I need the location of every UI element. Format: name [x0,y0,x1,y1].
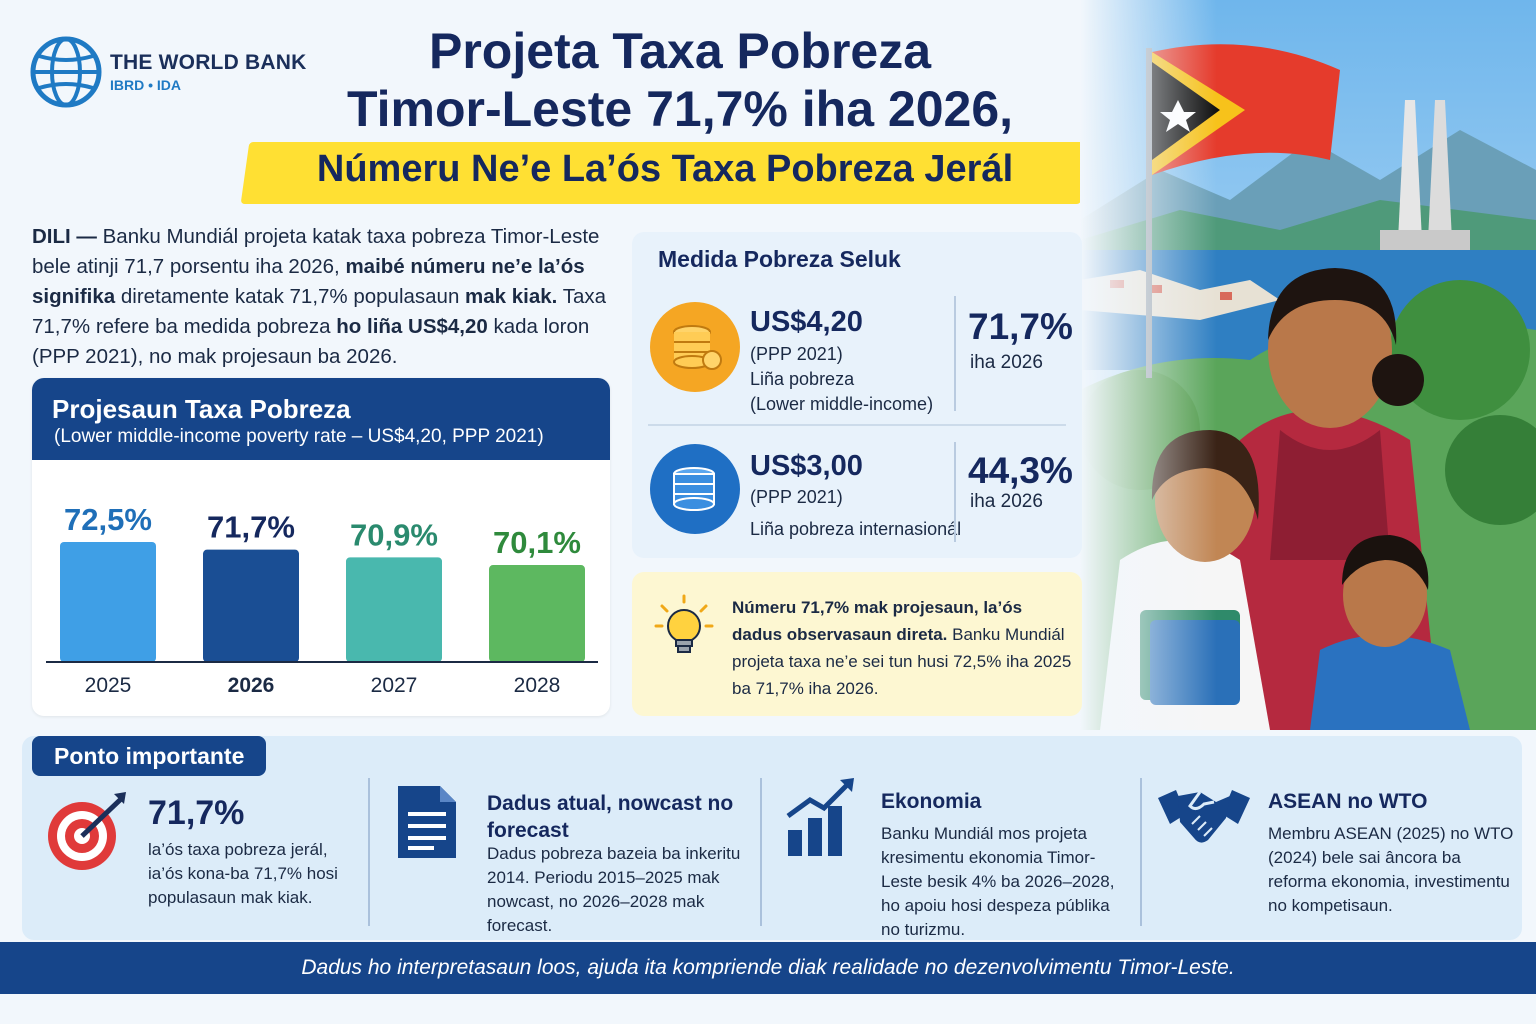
handshake-icon [1158,790,1250,843]
poverty-projection-chart-card: Projesaun Taxa Pobreza (Lower middle-inc… [32,378,610,716]
other-measures-card: Medida Pobreza Seluk US$4,20 (PPP 2021) … [632,232,1082,558]
note-body: Banku Mundiál projeta taxa ne’e sei tun … [732,625,1072,698]
growth-chart-icon [786,778,854,856]
world-bank-logo: THE WORLD BANK IBRD • IDA [30,36,306,108]
tick-label-2028: 2028 [514,674,561,697]
measure-1-label: Liña pobreza [750,369,855,389]
data-label-2027: 70,9% [350,517,438,552]
measure-1-pct: 71,7% [968,306,1073,347]
intro-dateline: DILI — [32,225,97,248]
page-title: Projeta Taxa Pobreza Timor-Leste 71,7% i… [300,22,1060,138]
key-points-label: Ponto importante [32,736,267,776]
footer-bar [0,942,1536,994]
measure-2-year: iha 2026 [970,491,1043,512]
divider [760,778,762,926]
measure-1-ppp: (PPP 2021) [750,344,843,364]
title-line-2: Timor-Leste 71,7% iha 2026, [346,81,1014,137]
chart-header: Projesaun Taxa Pobreza (Lower middle-inc… [32,378,610,460]
title-line-1: Projeta Taxa Pobreza [428,23,932,79]
globe-icon [30,36,102,108]
coins-stack-icon [650,444,740,534]
timor-leste-scene-illustration [1080,0,1536,730]
bar-2025 [60,542,156,662]
data-label-2025: 72,5% [64,502,152,537]
data-label-2026: 71,7% [207,510,295,545]
measure-1-year: iha 2026 [970,352,1043,373]
measure-2-price: US$3,00 [750,450,863,482]
tick-label-2025: 2025 [85,674,132,697]
note-text: Númeru 71,7% mak projesaun, la’ós dadus … [732,594,1072,702]
note-bold: Númeru 71,7% mak projesaun, la’ós dadus … [732,598,1023,644]
key-2-text: Dadus pobreza bazeia ba inkeritu 2014. P… [487,844,741,935]
divider [954,442,956,542]
intro-bold-2: mak kiak. [465,285,558,308]
target-icon [48,792,126,870]
key-1-text: la’ós taxa pobreza jerál, ia’ós kona-ba … [148,840,338,907]
footer-text: Dadus ho interpretasaun loos, ajuda ita … [301,956,1235,979]
key-3-head: Ekonomia [881,790,982,813]
measure-2-pct: 44,3% [968,450,1073,491]
tick-label-2027: 2027 [371,674,418,697]
data-label-2028: 70,1% [493,525,581,560]
key-4-head: ASEAN no WTO [1268,790,1428,813]
coins-stack-icon [650,302,740,392]
divider [648,424,1066,426]
key-1-head: 71,7% [148,794,245,832]
bar-2026 [203,549,299,662]
bar-2028 [489,565,585,662]
key-points-panel [22,736,1522,940]
intro-bold-3: ho liña US$4,20 [336,315,488,338]
intro-text-2: diretamente katak 71,7% populasaun [115,285,466,308]
page-subtitle: Númeru Ne’e La’ós Taxa Pobreza Jerál [316,148,1014,190]
projection-note: Númeru 71,7% mak projesaun, la’ós dadus … [632,572,1082,716]
measure-1-price: US$4,20 [750,306,863,338]
chart-title: Projesaun Taxa Pobreza [52,394,351,424]
intro-bold-1: maibé númeru ne’e la’ós signifika [32,255,585,308]
logo-sub: IBRD • IDA [110,77,182,93]
key-3-text: Banku Mundiál mos projeta kresimentu eko… [881,824,1115,939]
chart-subtitle: (Lower middle-income poverty rate – US$4… [54,426,544,447]
divider [954,296,956,411]
measure-2-label: Liña pobreza internasionál [750,519,962,539]
measure-2-ppp: (PPP 2021) [750,487,843,507]
divider [368,778,370,926]
document-icon [398,786,456,858]
lightbulb-icon [654,594,714,653]
tick-label-2026: 2026 [228,674,275,697]
intro-paragraph: DILI — Banku Mundiál projeta katak taxa … [32,222,632,372]
key-4-text: Membru ASEAN (2025) no WTO (2024) bele s… [1268,824,1514,915]
divider [1140,778,1142,926]
intro-text-4: kada loron (PPP 2021), no mak projesaun … [32,315,590,368]
key-2-head: Dadus atual, nowcast no forecast [487,792,734,842]
logo-name: THE WORLD BANK [110,51,307,74]
bar-2027 [346,557,442,662]
intro-text-1: Banku Mundiál projeta katak taxa pobreza… [32,225,600,278]
measure-1-note: (Lower middle-income) [750,394,934,414]
measures-title: Medida Pobreza Seluk [658,246,901,272]
bar-chart: 72,5% 2025 71,7% 2026 70,9% 2027 70,1% 2028 [46,502,598,697]
intro-text-3: Taxa 71,7% refere ba medida pobreza [32,285,607,338]
